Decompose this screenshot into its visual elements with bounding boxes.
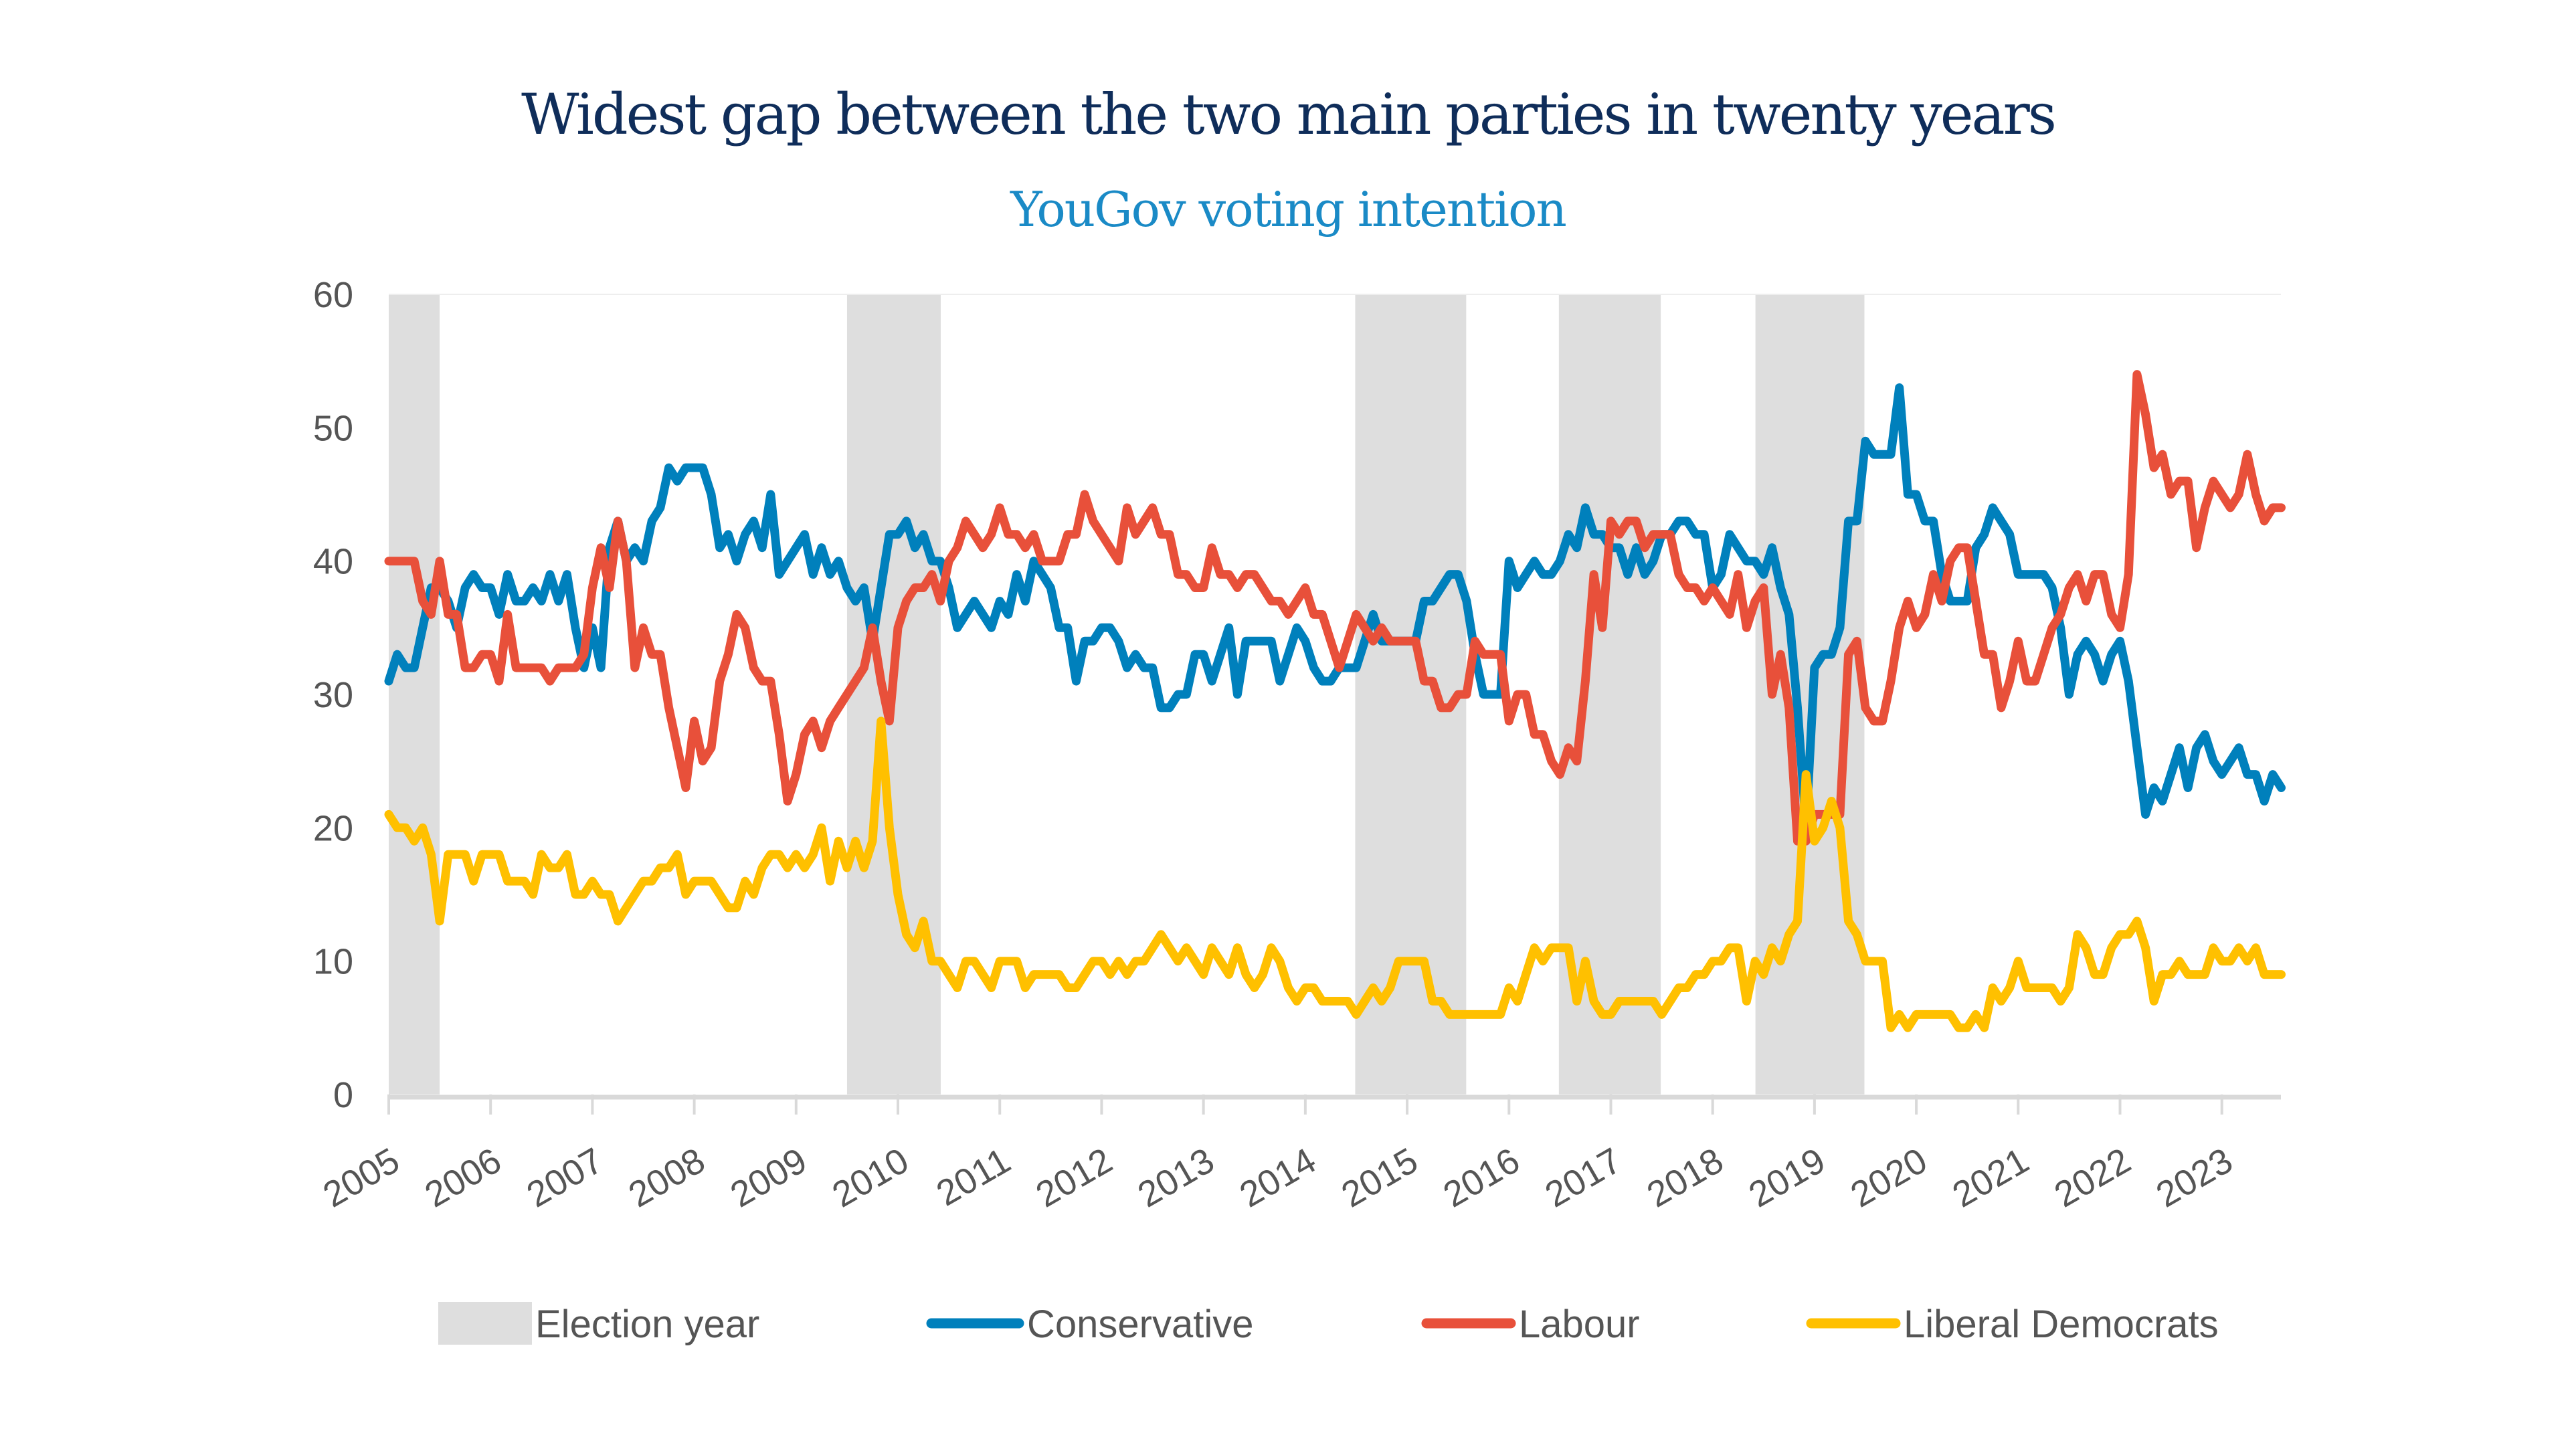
y-tick-label: 30 [313, 675, 353, 715]
legend: Election year Conservative Labour Liberal D… [438, 1302, 2219, 1346]
legend-item-conservative: Conservative [926, 1303, 1253, 1346]
legend-item-labour: Labour [1421, 1303, 1640, 1346]
series-layer [384, 370, 2286, 1032]
y-tick-label: 40 [313, 542, 353, 582]
y-tick-label: 20 [313, 808, 353, 848]
legend-item-liberal-democrats: Liberal Democrats [1806, 1303, 2219, 1346]
chart-title: Widest gap between the two main parties … [521, 82, 2055, 147]
election-band [389, 294, 440, 1094]
y-tick-label: 0 [333, 1075, 353, 1115]
series-line-conservative [384, 383, 2286, 832]
y-tick-label: 50 [313, 408, 353, 448]
election-band [1355, 294, 1467, 1094]
legend-item-election-year: Election year [438, 1302, 759, 1346]
y-tick-label: 10 [313, 942, 353, 982]
election-band [1558, 294, 1661, 1094]
chart-subtitle: YouGov voting intention [1010, 181, 1566, 237]
legend-label: Conservative [1027, 1303, 1253, 1346]
series-line-liberal-democrats [384, 717, 2286, 1032]
legend-swatch-band [438, 1302, 532, 1345]
legend-label: Labour [1519, 1303, 1640, 1346]
series-line-labour [384, 370, 2286, 846]
legend-label: Liberal Democrats [1904, 1303, 2219, 1346]
y-tick-label: 60 [313, 275, 353, 315]
legend-label: Election year [535, 1303, 759, 1346]
